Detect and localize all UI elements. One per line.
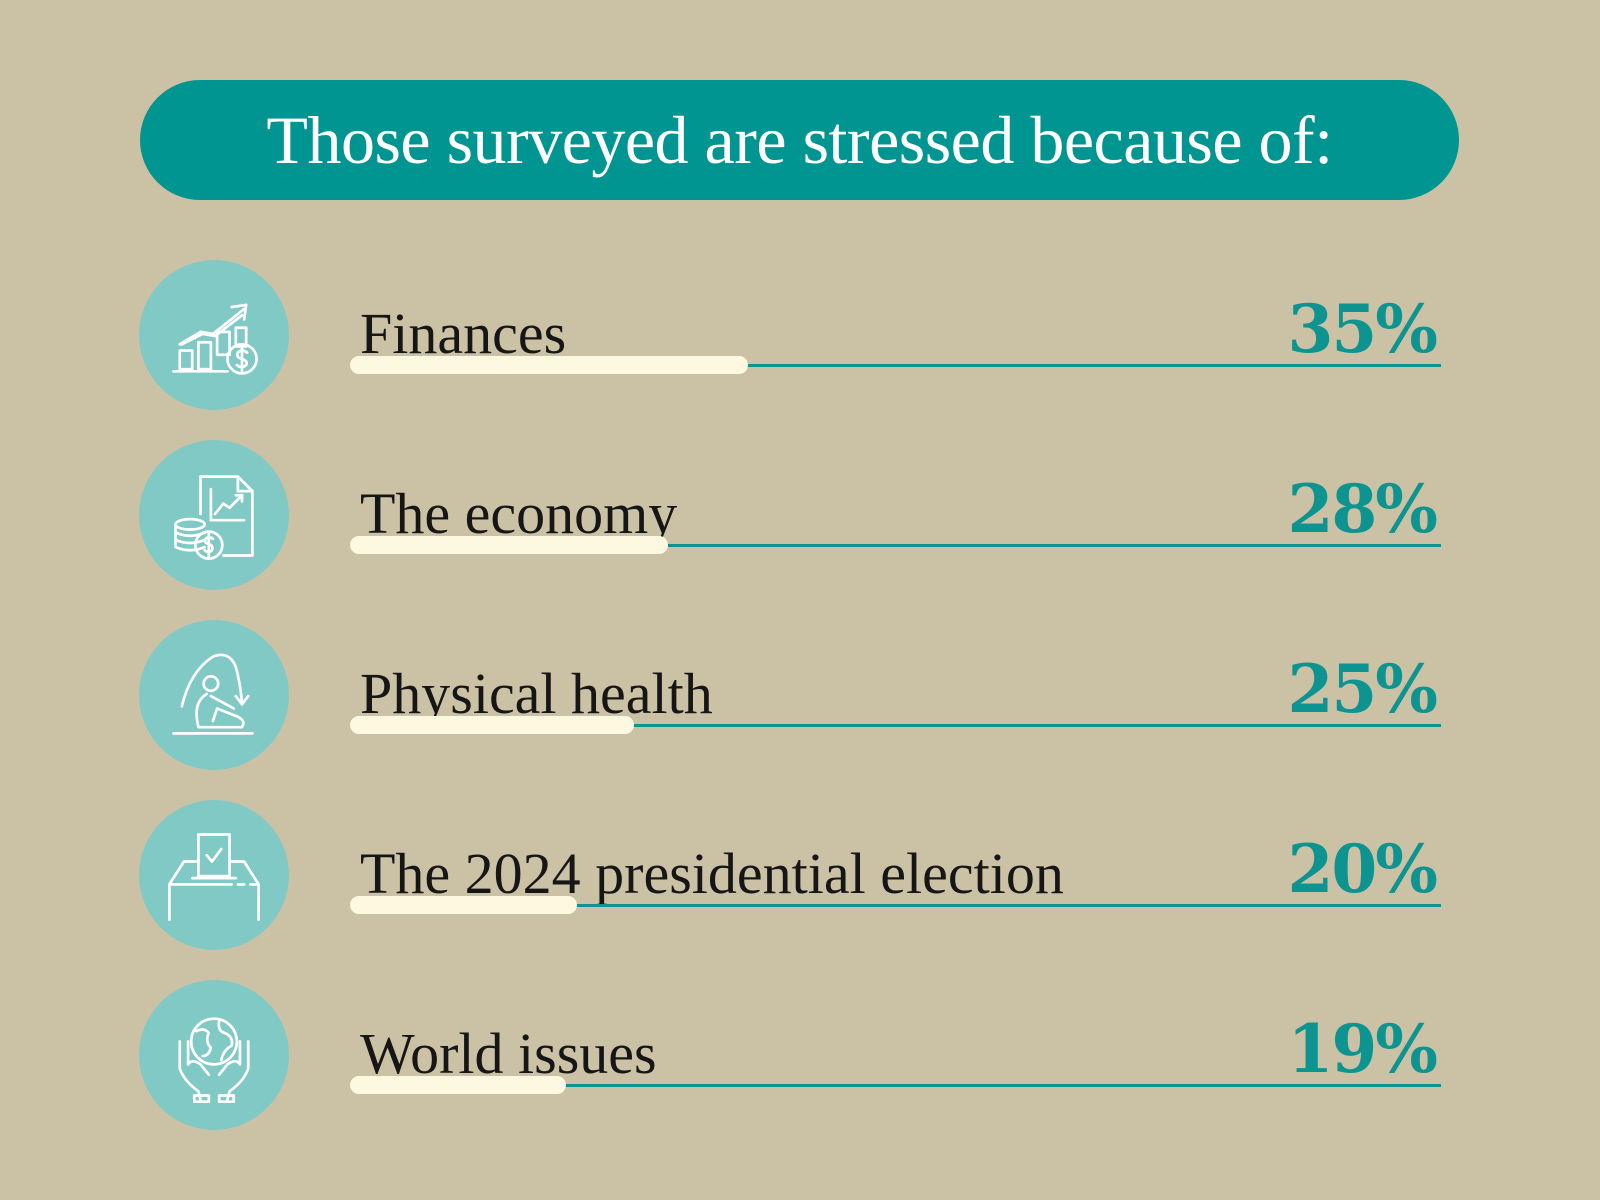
bar-row: Finances 35%: [0, 260, 1600, 440]
icon-circle: [139, 980, 289, 1130]
bar-track: [350, 724, 1441, 727]
bar-fill: [350, 716, 635, 734]
category-label: The 2024 presidential election: [360, 841, 1064, 906]
value-label: 28%: [1287, 470, 1438, 548]
bar-track: [350, 364, 1441, 367]
value-label: 25%: [1287, 650, 1438, 728]
globe-hands-icon: [178, 1017, 250, 1104]
category-label: The economy: [360, 481, 678, 546]
category-label: World issues: [360, 1021, 657, 1086]
bar-track: [350, 904, 1441, 907]
value-label: 19%: [1287, 1010, 1438, 1088]
physical-health-person-icon: [172, 653, 254, 735]
category-label: Finances: [360, 301, 567, 366]
icon-circle: [139, 800, 289, 950]
category-label: Physical health: [360, 661, 713, 726]
icon-circle: [139, 440, 289, 590]
bar-fill: [350, 356, 748, 374]
finance-chart-dollar-icon: [172, 303, 258, 375]
ballot-box-icon: [168, 833, 260, 921]
chart-title: Those surveyed are stressed because of:: [266, 101, 1333, 178]
icon-circle: [139, 260, 289, 410]
economy-report-coins-icon: [174, 475, 254, 560]
bar-row: The 2024 presidential election 20%: [0, 800, 1600, 980]
value-label: 35%: [1287, 290, 1438, 368]
icon-circle: [139, 620, 289, 770]
title-banner: Those surveyed are stressed because of:: [140, 80, 1459, 200]
bar-fill: [350, 1076, 566, 1094]
bar-row: World issues 19%: [0, 980, 1600, 1160]
bar-row: Physical health 25%: [0, 620, 1600, 800]
bar-track: [350, 544, 1441, 547]
bar-fill: [350, 536, 669, 554]
bar-track: [350, 1084, 1441, 1087]
bar-fill: [350, 896, 578, 914]
bar-row: The economy 28%: [0, 440, 1600, 620]
value-label: 20%: [1287, 830, 1438, 908]
